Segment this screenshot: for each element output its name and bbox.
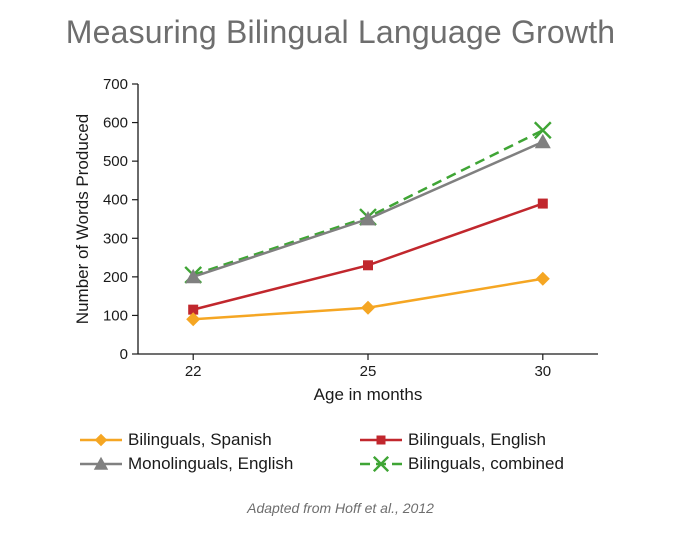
svg-text:600: 600 <box>103 115 128 132</box>
legend-label: Bilinguals, Spanish <box>128 430 272 450</box>
page-title: Measuring Bilingual Language Growth <box>0 0 681 51</box>
legend-item-bilinguals_english: Bilinguals, English <box>360 430 640 450</box>
legend-item-monolinguals_english: Monolinguals, English <box>80 454 360 474</box>
legend: Bilinguals, Spanish Bilinguals, English Mo… <box>80 430 640 478</box>
series-bilinguals_combined <box>185 122 551 283</box>
svg-text:30: 30 <box>534 363 551 380</box>
svg-text:Number of Words Produced: Number of Words Produced <box>73 114 92 324</box>
legend-item-bilinguals_spanish: Bilinguals, Spanish <box>80 430 360 450</box>
series-bilinguals_spanish <box>186 272 550 327</box>
svg-text:Age in months: Age in months <box>314 385 423 404</box>
svg-text:200: 200 <box>103 269 128 286</box>
chart-container: 0 100 200 300 400 500 600 700 22 25 30 Age in month… <box>60 70 620 410</box>
caption: Adapted from Hoff et al., 2012 <box>0 500 681 516</box>
svg-text:0: 0 <box>120 346 128 363</box>
svg-text:25: 25 <box>360 363 377 380</box>
svg-text:500: 500 <box>103 153 128 170</box>
legend-label: Monolinguals, English <box>128 454 293 474</box>
svg-text:22: 22 <box>185 363 202 380</box>
legend-label: Bilinguals, combined <box>408 454 564 474</box>
legend-label: Bilinguals, English <box>408 430 546 450</box>
svg-text:700: 700 <box>103 76 128 93</box>
svg-text:100: 100 <box>103 307 128 324</box>
svg-text:400: 400 <box>103 192 128 209</box>
line-chart: 0 100 200 300 400 500 600 700 22 25 30 Age in month… <box>60 70 620 410</box>
svg-text:300: 300 <box>103 230 128 247</box>
legend-item-bilinguals_combined: Bilinguals, combined <box>360 454 640 474</box>
